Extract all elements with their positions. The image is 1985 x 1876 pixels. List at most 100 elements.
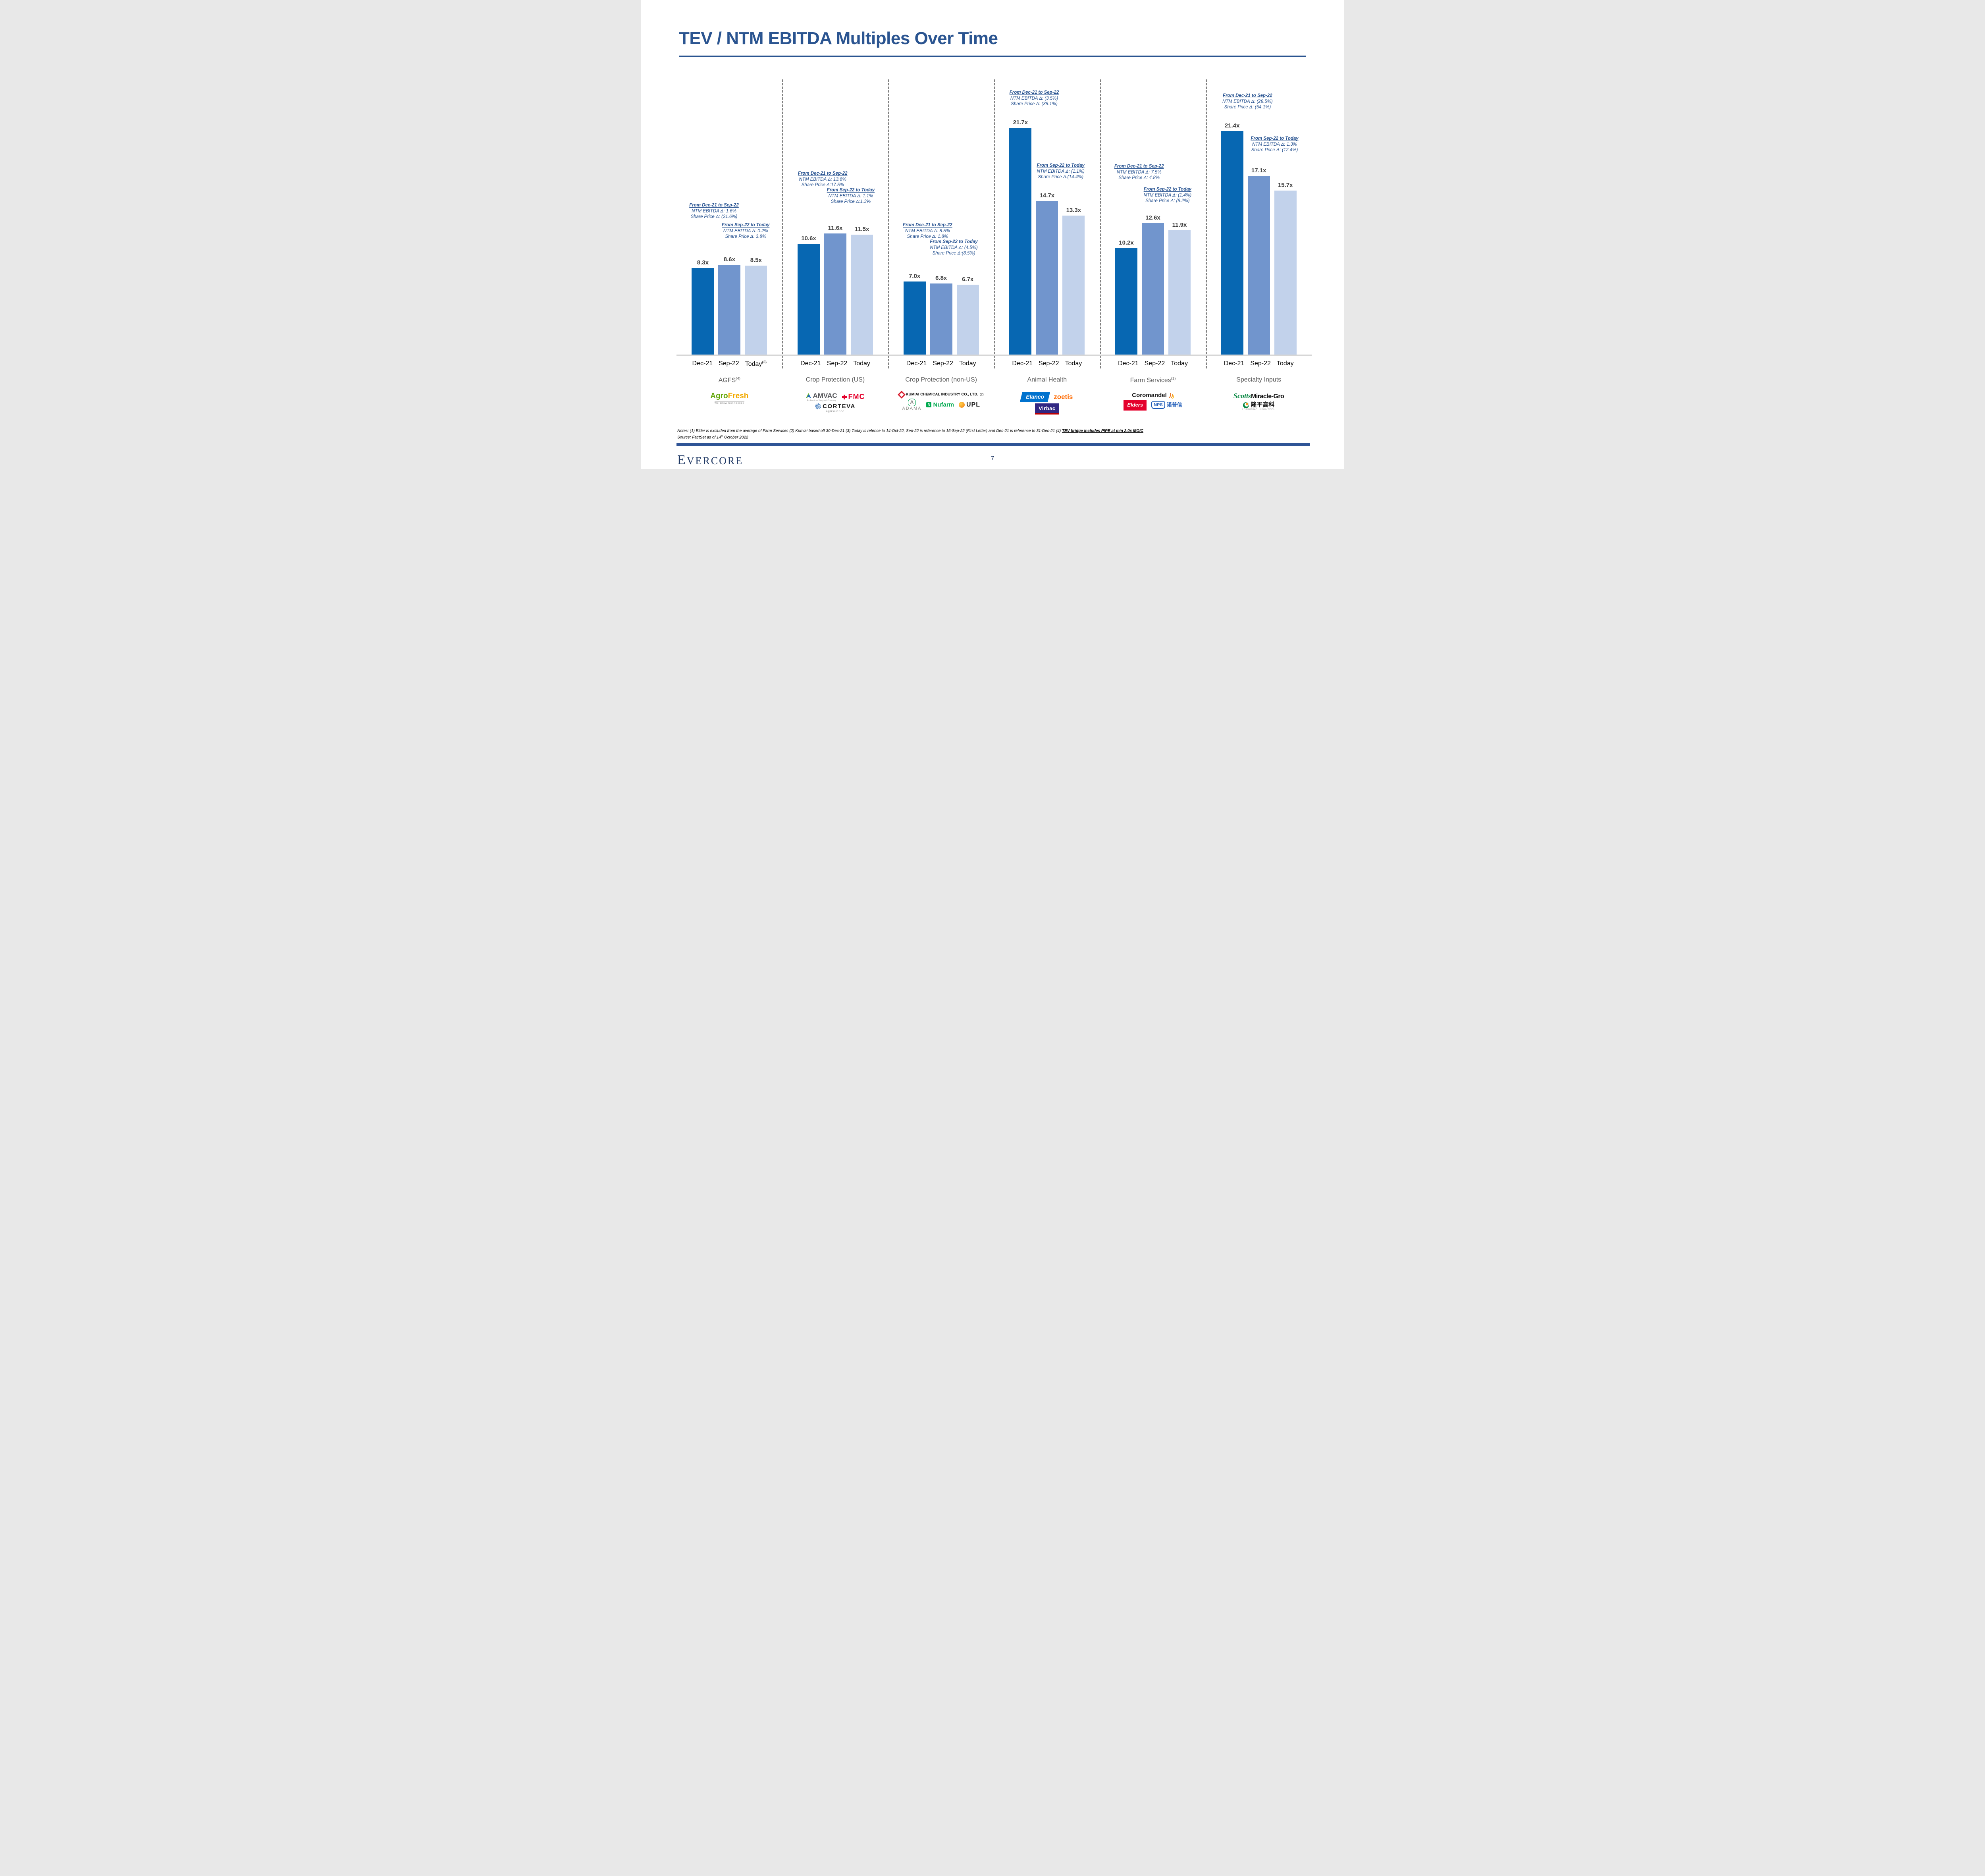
group-separator [994, 79, 995, 368]
bar-cluster: 7.0x 6.8x 6.7x [888, 64, 994, 355]
annotation-line: Share Price Δ:(8.5%) [932, 251, 975, 256]
footer-accent-bar [676, 443, 1310, 446]
annotation-line: NTM EBITDA Δ: 13.6% [799, 177, 846, 182]
annotation-line: NTM EBITDA Δ: (1.4%) [1143, 193, 1192, 198]
annotation-line: NTM EBITDA Δ: 0.2% [723, 228, 768, 233]
annotation-sep22-to-today: From Sep-22 to Today NTM EBITDA Δ: (1.4%… [1131, 187, 1204, 204]
bar-sep22: 8.6x [718, 256, 741, 355]
chart-group-specialty-inputs: From Dec-21 to Sep-22 NTM EBITDA Δ: (28.… [1206, 64, 1312, 421]
group-logos: AMVAC An American Vanguard Company FMC C… [782, 391, 888, 413]
upl-logo: UPL [959, 401, 980, 409]
bar-value-label: 8.6x [723, 256, 735, 263]
x-tick-today: Today [959, 360, 976, 367]
group-title: Crop Protection (US) [806, 376, 865, 383]
group-separator [782, 79, 783, 368]
annotation-line: Share Price Δ:(14.4%) [1038, 175, 1083, 179]
x-tick-sep22: Sep-22 [719, 360, 739, 367]
corteva-icon [815, 403, 821, 410]
bar-value-label: 21.4x [1224, 122, 1240, 129]
annotation-dec21-to-sep22: From Dec-21 to Sep-22 NTM EBITDA Δ: 1.6%… [677, 202, 751, 220]
annotation-line: Share Price Δ: (38.1%) [1011, 102, 1058, 106]
bar-dec21: 8.3x [692, 259, 714, 355]
bar-value-label: 6.7x [962, 276, 974, 283]
annotation-sep22-to-today: From Sep-22 to Today NTM EBITDA Δ: 1.1% … [814, 187, 887, 205]
bar-value-label: 8.3x [697, 259, 709, 266]
bar-value-label: 14.7x [1039, 192, 1055, 199]
footnotes: Notes: (1) Elder is excluded from the av… [677, 429, 1144, 433]
x-axis-labels: Dec-21 Sep-22 Today [782, 360, 888, 367]
annotation-line: Share Price Δ: (54.1%) [1224, 105, 1271, 110]
annotation-heading: From Dec-21 to Sep-22 [1223, 93, 1272, 98]
annotation-dec21-to-sep22: From Dec-21 to Sep-22 NTM EBITDA Δ: 7.5%… [1102, 164, 1176, 181]
group-separator [1206, 79, 1207, 368]
page-number: 7 [991, 455, 994, 462]
kumiai-icon [897, 391, 906, 399]
annotation-heading: From Dec-21 to Sep-22 [798, 171, 848, 176]
group-title: Animal Health [1027, 376, 1067, 383]
bar-sep22: 11.6x [824, 225, 846, 355]
bar-dec21: 7.0x [903, 273, 926, 355]
bar-cluster: 10.2x 12.6x 11.9x [1100, 64, 1206, 355]
annotation-line: Share Price Δ:17.5% [801, 183, 844, 187]
fmc-logo: FMC [842, 393, 865, 401]
annotation-heading: From Dec-21 to Sep-22 [689, 203, 739, 208]
bar-sep22: 14.7x [1036, 192, 1058, 355]
annotation-line: Share Price Δ: (12.4%) [1251, 148, 1298, 152]
chart-group-agfs: From Dec-21 to Sep-22 NTM EBITDA Δ: 1.6%… [676, 64, 782, 421]
bar-chart: From Dec-21 to Sep-22 NTM EBITDA Δ: 1.6%… [676, 64, 1312, 421]
source-line: Source: FactSet as of 14th October 2022 [677, 435, 748, 440]
today-footnote-sup: (3) [762, 360, 767, 364]
corteva-logo: CORTEVA agriscience [815, 403, 856, 413]
amvac-tagline: An American Vanguard Company [807, 399, 836, 402]
annotation-line: NTM EBITDA Δ: 1.3% [1252, 142, 1297, 147]
group-logos: ScottsMiracle-Gro 隆平高科 LONGPING HIGH-TEC… [1206, 391, 1312, 411]
annotation-dec21-to-sep22: From Dec-21 to Sep-22 NTM EBITDA Δ: (3.5… [996, 90, 1072, 107]
slide: TEV / NTM EBITDA Multiples Over Time Fro… [641, 0, 1344, 469]
x-axis-line [676, 355, 1312, 356]
annotation-sep22-to-today: From Sep-22 to Today NTM EBITDA Δ: 1.3% … [1236, 136, 1313, 153]
evercore-logo: EVERCORE [677, 453, 744, 467]
bar-today: 15.7x [1274, 182, 1297, 355]
chart-group-animal-health: From Dec-21 to Sep-22 NTM EBITDA Δ: (3.5… [994, 64, 1100, 421]
x-tick-dec21: Dec-21 [692, 360, 713, 367]
bar-value-label: 17.1x [1251, 167, 1266, 174]
bar-sep22: 6.8x [930, 275, 952, 355]
annotation-line: NTM EBITDA Δ: (28.5%) [1222, 99, 1273, 104]
annotation-line: Share Price Δ:1.3% [831, 199, 871, 204]
bar-today: 11.5x [851, 226, 873, 355]
annotation-dec21-to-sep22: From Dec-21 to Sep-22 NTM EBITDA Δ: (28.… [1210, 93, 1285, 110]
x-tick-today: Today [1065, 360, 1082, 367]
bar-value-label: 7.0x [909, 272, 921, 280]
x-tick-dec21: Dec-21 [906, 360, 927, 367]
annotation-heading: From Sep-22 to Today [1037, 163, 1085, 168]
nufarm-logo: N Nufarm [926, 401, 954, 408]
annotation-sep22-to-today: From Sep-22 to Today NTM EBITDA Δ: (1.1%… [1023, 163, 1098, 180]
nps-logo: NPS 诺普信 [1151, 401, 1182, 409]
annotation-line: Share Price Δ: 3.8% [725, 234, 766, 239]
annotation-heading: From Sep-22 to Today [722, 223, 770, 228]
annotation-heading: From Dec-21 to Sep-22 [1009, 90, 1059, 95]
annotation-line: NTM EBITDA Δ: 7.5% [1116, 170, 1162, 175]
group-title: Crop Protection (non-US) [905, 376, 977, 383]
coromandel-logo: Coromandel [1132, 392, 1174, 399]
chart-group-crop-protection-us: From Dec-21 to Sep-22 NTM EBITDA Δ: 13.6… [782, 64, 888, 421]
annotation-heading: From Sep-22 to Today [1251, 136, 1299, 141]
x-tick-sep22: Sep-22 [1250, 360, 1271, 367]
annotation-line: Share Price Δ: (8.2%) [1145, 199, 1190, 203]
annotation-heading: From Dec-21 to Sep-22 [1114, 164, 1164, 169]
annotation-heading: From Sep-22 to Today [930, 239, 978, 244]
page-title: TEV / NTM EBITDA Multiples Over Time [679, 29, 998, 48]
bar-dec21: 10.2x [1115, 239, 1138, 355]
bar-value-label: 11.5x [854, 226, 869, 233]
bar-cluster: 8.3x 8.6x 8.5x [676, 64, 782, 355]
bar-value-label: 15.7x [1278, 182, 1293, 189]
annotation-line: Share Price Δ: (21.6%) [690, 214, 738, 219]
annotation-line: Share Price Δ: 4.8% [1118, 175, 1160, 180]
annotation-line: NTM EBITDA Δ: (1.1%) [1037, 169, 1085, 174]
x-axis-labels: Dec-21 Sep-22 Today [888, 360, 994, 367]
annotation-line: NTM EBITDA Δ: 1.6% [692, 208, 736, 214]
upl-icon [959, 402, 965, 408]
annotation-line: NTM EBITDA Δ: 8.5% [905, 228, 950, 233]
group-logos: AgroFresh We Grow Confidence [676, 391, 782, 405]
annotation-line: NTM EBITDA Δ: (3.5%) [1010, 96, 1058, 101]
